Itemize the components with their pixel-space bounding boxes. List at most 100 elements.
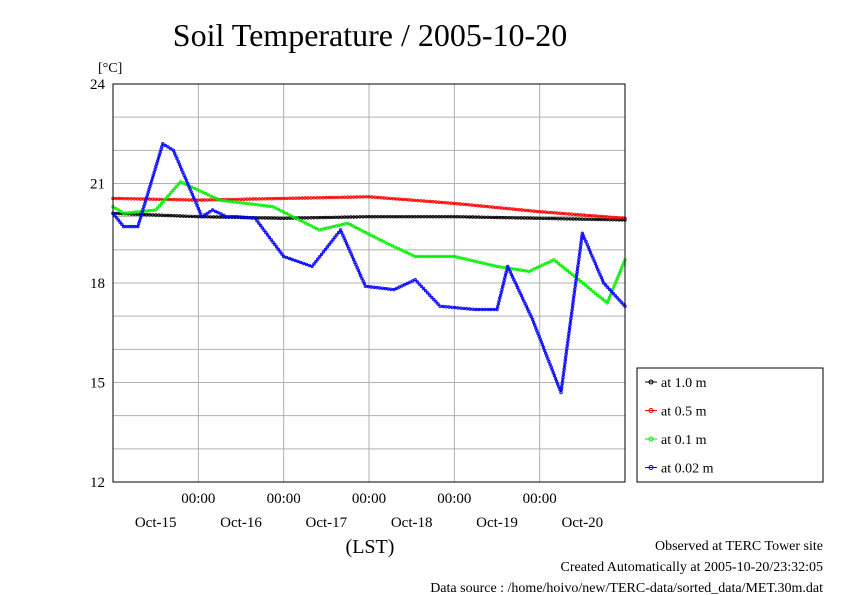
series-point	[348, 249, 352, 254]
series-point	[519, 293, 524, 298]
series-point	[190, 214, 194, 219]
series-point	[489, 215, 493, 220]
series-point	[181, 214, 185, 218]
series-point	[189, 185, 194, 189]
series-point	[205, 215, 210, 219]
series-point	[323, 247, 328, 252]
series-point	[159, 201, 164, 206]
series-point	[196, 206, 200, 211]
series-point	[163, 213, 167, 218]
series-point	[254, 197, 258, 201]
series-point	[565, 268, 570, 273]
series-point	[147, 197, 152, 201]
series-point	[397, 285, 401, 289]
series-point	[355, 265, 359, 270]
series-point	[499, 206, 504, 210]
legend-label: at 0.1 m	[661, 433, 707, 448]
series-point	[267, 235, 272, 240]
series-point	[392, 287, 396, 292]
series-point	[541, 216, 545, 221]
series-point	[175, 214, 179, 218]
series-point	[599, 275, 603, 280]
series-point	[304, 262, 309, 267]
series-point	[514, 283, 519, 287]
series-point	[143, 199, 148, 203]
series-point	[161, 199, 165, 204]
series-point	[268, 204, 272, 208]
series-point	[143, 201, 147, 206]
series-point	[506, 264, 510, 269]
series-point	[272, 196, 277, 201]
series-point	[587, 248, 592, 252]
series-point	[446, 201, 450, 205]
series-point	[227, 215, 231, 219]
series-point	[434, 200, 438, 204]
grid-lines	[113, 84, 625, 482]
series-point	[200, 214, 204, 219]
series-point	[299, 260, 303, 265]
series-point	[617, 216, 621, 220]
series-point	[346, 244, 350, 248]
series-point	[356, 268, 360, 272]
series-point	[339, 195, 344, 199]
series-point	[406, 198, 411, 202]
series-point	[473, 203, 477, 208]
series-point	[364, 230, 368, 235]
series-point	[585, 213, 589, 218]
series-point	[617, 218, 621, 222]
series-point	[512, 278, 516, 282]
series-point	[324, 195, 328, 200]
series-point	[447, 305, 451, 309]
series-point	[410, 279, 415, 283]
series-point	[117, 211, 121, 216]
series-point	[458, 256, 462, 260]
series-point	[563, 361, 567, 365]
series-point	[567, 331, 571, 336]
series-point	[560, 379, 565, 383]
series-point	[591, 289, 595, 293]
series-point	[397, 197, 402, 201]
series-point	[564, 355, 568, 359]
series-point	[340, 230, 344, 235]
series-point	[151, 173, 155, 177]
series-point	[367, 195, 371, 199]
series-point	[391, 196, 396, 201]
series-point	[428, 199, 432, 204]
series-point	[571, 299, 575, 303]
y-axis-unit-label: [°C]	[98, 61, 122, 76]
series-point	[196, 198, 200, 202]
series-point	[573, 287, 577, 291]
y-tick-label: 24	[90, 77, 106, 93]
series-point	[149, 181, 153, 186]
series-point	[244, 215, 248, 220]
series-point	[570, 305, 575, 309]
series-point	[344, 241, 349, 246]
series-point	[343, 222, 347, 226]
series-point	[566, 337, 570, 342]
series-point	[187, 214, 191, 218]
series-point	[534, 326, 538, 330]
series-point	[440, 214, 444, 219]
series-point	[318, 195, 322, 200]
series-point	[171, 148, 176, 152]
x-time-label: 00:00	[523, 491, 557, 507]
x-axis-label: (LST)	[346, 536, 395, 558]
series-point	[372, 234, 376, 239]
series-point	[617, 298, 621, 302]
series-point	[330, 195, 335, 200]
series-point	[117, 196, 121, 201]
series-point	[470, 215, 475, 219]
series-point	[174, 154, 178, 158]
legend-label: at 0.02 m	[661, 462, 714, 477]
series-point	[581, 281, 586, 286]
series-point	[169, 197, 173, 202]
series-point	[538, 264, 542, 268]
series-point	[210, 208, 215, 212]
series-point	[189, 190, 193, 194]
series-point	[559, 263, 563, 267]
series-point	[263, 197, 268, 201]
series-point	[258, 223, 263, 228]
series-point	[487, 205, 492, 209]
series-point	[376, 195, 380, 200]
